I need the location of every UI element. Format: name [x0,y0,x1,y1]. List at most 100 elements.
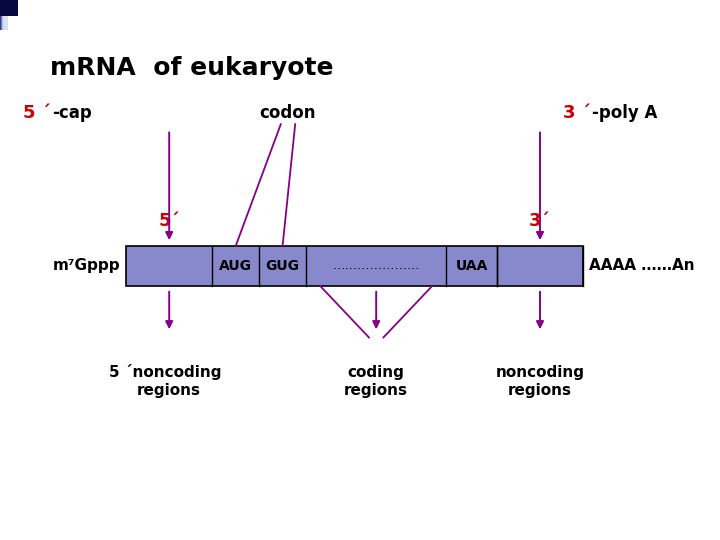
Text: 5 ´: 5 ´ [22,104,50,122]
Bar [2,0,7,30]
Bar [1,0,6,30]
Bar [4,0,8,30]
Bar [1,0,5,30]
Bar [0,0,4,30]
Bar [4,0,8,30]
Bar [1,0,5,30]
Bar [2,0,6,30]
Text: UAA: UAA [456,259,487,273]
Bar [2,0,6,30]
Bar [1,0,6,30]
Bar [1,0,6,30]
Bar [1,0,5,30]
Bar [3,0,7,30]
Bar [1,0,6,30]
Bar [2,0,6,30]
Bar [1,0,6,30]
Bar [3,0,7,30]
Bar [1,0,6,30]
Bar [1,0,5,30]
Bar [3,0,7,30]
Bar [1,0,5,30]
Bar [2,0,6,30]
Bar [4,0,8,30]
Bar [1,0,6,30]
Bar [0,0,4,30]
Bar [2,0,6,30]
Bar [2,0,6,30]
Bar [1,0,5,30]
Bar [3,0,7,30]
Bar [1,0,5,30]
Bar [1,0,6,30]
Bar [3,0,7,30]
Bar [0,0,18,16]
Bar [3,0,7,30]
Bar [3,0,7,30]
Bar [0,0,4,30]
Bar [4,0,8,30]
Bar [2,0,6,30]
Bar [1,0,6,30]
Bar [3,0,7,30]
Bar [3,0,7,30]
Bar [3,0,7,30]
Bar [1,0,5,30]
Bar [3,0,7,30]
Bar [2,0,6,30]
Bar [1,0,5,30]
Bar [1,0,6,30]
Bar [3,0,7,30]
Text: m⁷Gppp: m⁷Gppp [53,259,120,273]
Bar [0,0,4,30]
Bar [3,0,7,30]
Bar [1,0,5,30]
Text: AAAA ……An: AAAA ……An [589,259,695,273]
Bar [3,0,7,30]
Text: mRNA  of eukaryote: mRNA of eukaryote [50,56,334,79]
Bar [2,0,6,30]
Bar [1,0,5,30]
Bar [3,0,7,30]
Bar [2,0,6,30]
Bar [2,0,6,30]
Bar [1,0,6,30]
Text: AUG: AUG [220,259,252,273]
Bar [1,0,5,30]
Bar [1,0,5,30]
Bar [3,0,7,30]
Bar [3,0,7,30]
Bar [1,0,5,30]
Bar [3,0,7,30]
Bar [4,0,8,30]
Bar [1,0,6,30]
Bar [1,0,5,30]
Bar [1,0,5,30]
Bar [4,0,8,30]
Bar [2,0,6,30]
Bar [2,0,6,30]
Bar [3,0,7,30]
Bar [2,0,6,30]
Text: regions: regions [344,383,408,399]
Bar [4,0,8,30]
Bar [0,0,4,30]
Bar [3,0,7,30]
Bar [0,0,4,30]
Bar [3,0,7,30]
Bar [3,0,7,30]
Bar [1,0,6,30]
Bar [0,0,4,30]
Text: 5´: 5´ [158,212,180,230]
Bar [1,0,5,30]
Bar [3,0,7,30]
Bar [1,0,6,30]
Bar [4,0,8,30]
Bar [1,0,6,30]
Bar [3,0,7,30]
Bar [0,0,4,30]
Bar [2,0,6,30]
Bar [1,0,6,30]
Bar [1,0,5,30]
Bar [0,0,4,30]
